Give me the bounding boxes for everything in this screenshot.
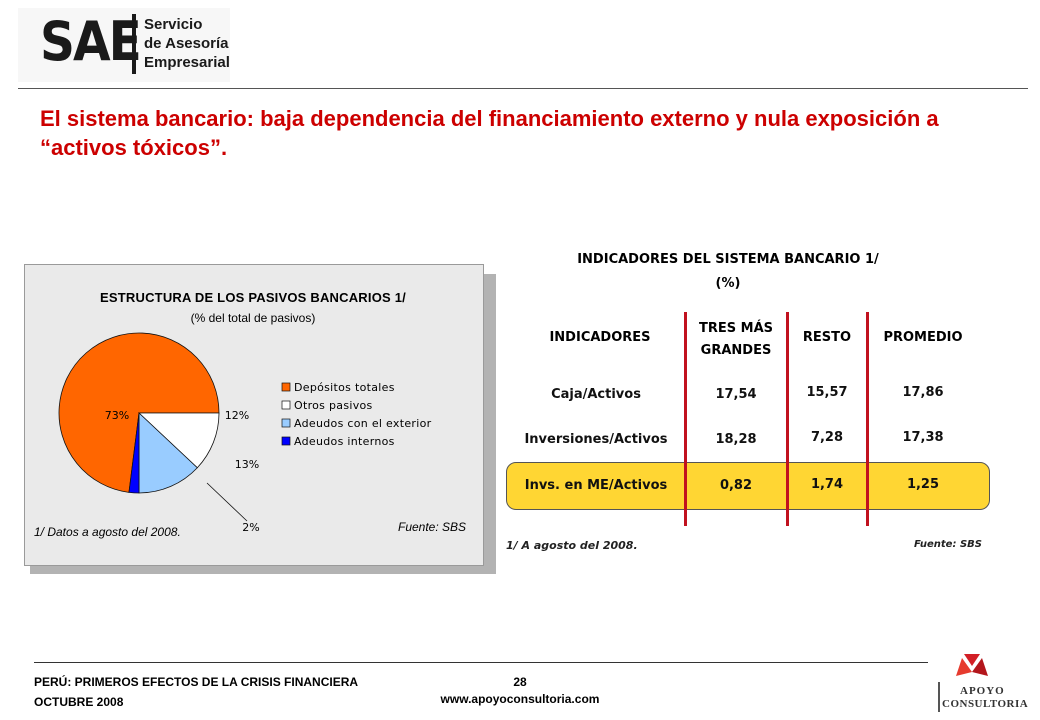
table-unit: (%) xyxy=(715,276,741,291)
website-link[interactable]: www.apoyoconsultoria.com xyxy=(440,692,600,706)
pie-labels: 73% 12% 13% 2% xyxy=(105,409,260,534)
header-rule xyxy=(18,88,1028,89)
table-source: Fuente: SBS xyxy=(914,539,982,550)
pie-leader-line xyxy=(206,482,248,522)
table-cell: 17,54 xyxy=(715,387,757,402)
table-row-label: Inversiones/Activos xyxy=(524,432,668,447)
pie-data-label: 13% xyxy=(235,458,259,471)
table-cell: 1,74 xyxy=(810,477,844,492)
table-cell: 1,25 xyxy=(906,477,940,492)
column-divider xyxy=(866,312,869,526)
footer-date: OCTUBRE 2008 xyxy=(34,695,124,709)
header-resto: RESTO xyxy=(802,330,852,345)
header-indicadores: INDICADORES xyxy=(549,330,651,345)
pie-slice-adeudos-con-el-exterior xyxy=(138,412,198,494)
table-title: INDICADORES DEL SISTEMA BANCARIO 1/ xyxy=(577,252,879,267)
footer-report-title: PERÚ: PRIMEROS EFECTOS DE LA CRISIS FINA… xyxy=(34,675,359,689)
pie-legend: Depósitos totales Otros pasivos Adeudos co… xyxy=(281,381,432,448)
page-number: 28 xyxy=(513,675,527,689)
pie-chart-subtitle: (% del total de pasivos) xyxy=(190,311,316,325)
table-cell: 0,82 xyxy=(719,478,753,493)
table-cell: 18,28 xyxy=(715,432,757,447)
apoyo-logo-icon xyxy=(938,654,988,712)
legend-swatch xyxy=(281,382,291,392)
header-promedio: PROMEDIO xyxy=(883,330,963,345)
logo-line-1: Servicio xyxy=(144,16,203,33)
apoyo-logo-text: APOYO xyxy=(960,685,1005,697)
sae-logo-text: Servicio de Asesoría Empresarial xyxy=(144,15,230,72)
pie-slice-otros-pasivos xyxy=(137,412,220,469)
legend-label: Depósitos totales xyxy=(294,381,395,394)
table-cell: 17,38 xyxy=(902,430,944,445)
legend-label: Adeudos con el exterior xyxy=(294,417,432,430)
column-divider xyxy=(786,312,789,526)
pie-data-label: 73% xyxy=(105,409,129,422)
pie-chart-title: ESTRUCTURA DE LOS PASIVOS BANCARIOS 1/ xyxy=(100,290,406,305)
legend-swatch xyxy=(281,400,291,410)
logo-line-2: de Asesoría xyxy=(144,35,229,52)
logo-divider xyxy=(132,14,136,74)
pie-chart: 73% 12% 13% 2% Depósitos totales Otros pasiv… xyxy=(58,332,432,534)
sae-logo xyxy=(18,8,230,82)
pie-slice-adeudos-internos xyxy=(128,412,140,494)
legend-label: Adeudos internos xyxy=(294,435,395,448)
table-row-label: Invs. en ME/Activos xyxy=(524,478,668,493)
sae-logo-mark: SAE xyxy=(40,10,142,73)
pie-slices xyxy=(58,332,220,494)
pie-data-label: 2% xyxy=(242,521,259,534)
legend-label: Otros pasivos xyxy=(294,399,373,412)
legend-swatch xyxy=(281,418,291,428)
table-cell: 17,86 xyxy=(902,385,944,400)
slide-title: El sistema bancario: baja dependencia de… xyxy=(40,106,939,160)
logo-line-3: Empresarial xyxy=(144,54,230,71)
legend-swatch xyxy=(281,436,291,446)
table-cell: 7,28 xyxy=(810,430,844,445)
pie-data-label: 12% xyxy=(225,409,249,422)
apoyo-logo-subtext: CONSULTORIA xyxy=(942,698,1029,710)
table-footnote: 1/ A agosto del 2008. xyxy=(506,539,638,552)
table-row-label: Caja/Activos xyxy=(551,387,641,402)
table-cell: 15,57 xyxy=(806,385,848,400)
pie-source: Fuente: SBS xyxy=(398,520,467,534)
footer-rule xyxy=(34,662,928,663)
column-divider xyxy=(684,312,687,526)
header-tres-mas-grandes: TRES MÁS GRANDES xyxy=(698,321,773,358)
pie-footnote: 1/ Datos a agosto del 2008. xyxy=(34,525,181,539)
highlighted-row-box xyxy=(506,462,990,510)
